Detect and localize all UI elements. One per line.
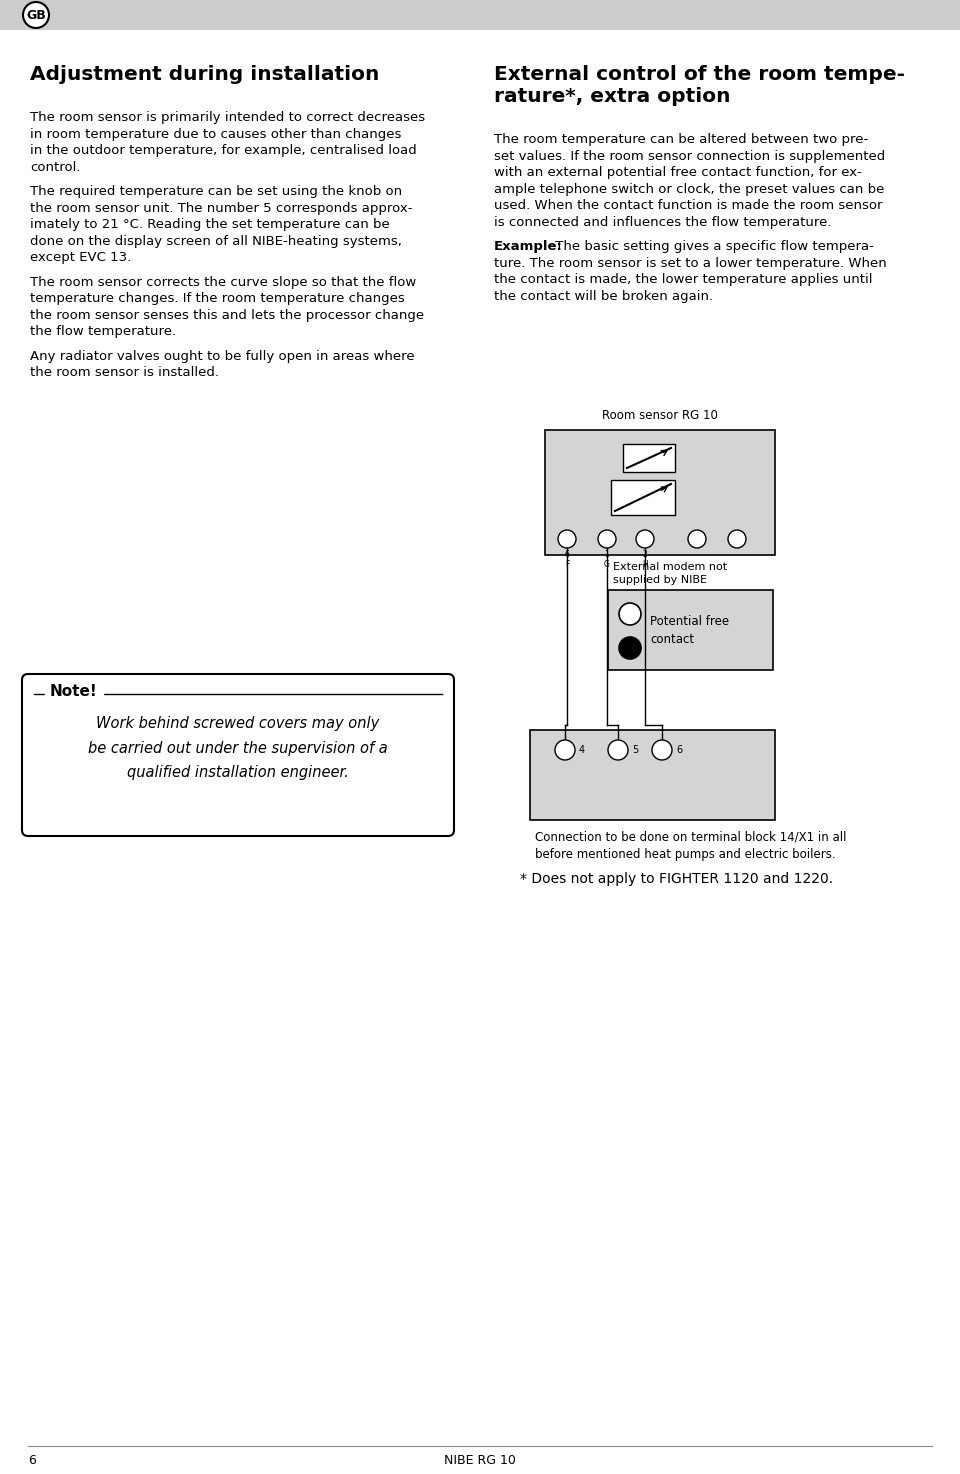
Text: imately to 21 °C. Reading the set temperature can be: imately to 21 °C. Reading the set temper… — [30, 218, 390, 231]
Circle shape — [558, 531, 576, 548]
Text: in room temperature due to causes other than changes: in room temperature due to causes other … — [30, 127, 401, 140]
FancyBboxPatch shape — [22, 674, 454, 836]
Text: External control of the room tempe-
rature*, extra option: External control of the room tempe- ratu… — [494, 65, 905, 106]
Text: is connected and influences the flow temperature.: is connected and influences the flow tem… — [494, 215, 831, 228]
Text: The room sensor corrects the curve slope so that the flow: The room sensor corrects the curve slope… — [30, 276, 417, 289]
Text: with an external potential free contact function, for ex-: with an external potential free contact … — [494, 167, 862, 178]
Text: 6: 6 — [676, 744, 683, 755]
Text: 2
H: 2 H — [642, 550, 648, 569]
Circle shape — [555, 740, 575, 761]
Text: the room sensor unit. The number 5 corresponds approx-: the room sensor unit. The number 5 corre… — [30, 202, 413, 215]
Text: Connection to be done on terminal block 14/X1 in all
before mentioned heat pumps: Connection to be done on terminal block … — [535, 830, 847, 861]
Text: The room sensor is primarily intended to correct decreases: The room sensor is primarily intended to… — [30, 111, 425, 124]
Text: Work behind screwed covers may only
be carried out under the supervision of a
qu: Work behind screwed covers may only be c… — [88, 716, 388, 780]
Circle shape — [619, 637, 641, 659]
Text: 4: 4 — [579, 744, 586, 755]
Bar — [530, 730, 775, 820]
Text: Adjustment during installation: Adjustment during installation — [30, 65, 379, 84]
Text: 6: 6 — [28, 1453, 36, 1467]
Text: Potential free
contact: Potential free contact — [650, 615, 730, 646]
Circle shape — [636, 531, 654, 548]
Text: the room sensor is installed.: the room sensor is installed. — [30, 366, 219, 379]
Circle shape — [652, 740, 672, 761]
Text: Room sensor RG 10: Room sensor RG 10 — [602, 408, 718, 422]
Text: * Does not apply to FIGHTER 1120 and 1220.: * Does not apply to FIGHTER 1120 and 122… — [520, 873, 833, 886]
Text: temperature changes. If the room temperature changes: temperature changes. If the room tempera… — [30, 292, 405, 305]
Text: The required temperature can be set using the knob on: The required temperature can be set usin… — [30, 186, 402, 198]
Circle shape — [728, 531, 746, 548]
Text: External modem not
supplied by NIBE: External modem not supplied by NIBE — [613, 562, 727, 585]
Text: The room temperature can be altered between two pre-: The room temperature can be altered betw… — [494, 133, 868, 146]
Text: the room sensor senses this and lets the processor change: the room sensor senses this and lets the… — [30, 308, 424, 321]
Text: 6
F: 6 F — [564, 550, 569, 569]
Text: 1
G: 1 G — [604, 550, 610, 569]
Text: except EVC 13.: except EVC 13. — [30, 251, 132, 264]
Circle shape — [688, 531, 706, 548]
Circle shape — [598, 531, 616, 548]
Text: Any radiator valves ought to be fully open in areas where: Any radiator valves ought to be fully op… — [30, 349, 415, 363]
Text: control.: control. — [30, 161, 81, 174]
Text: in the outdoor temperature, for example, centralised load: in the outdoor temperature, for example,… — [30, 144, 417, 158]
Text: the flow temperature.: the flow temperature. — [30, 324, 176, 338]
Bar — [0, 0, 960, 29]
Text: NIBE RG 10: NIBE RG 10 — [444, 1453, 516, 1467]
Bar — [545, 430, 775, 556]
Circle shape — [23, 1, 49, 28]
Text: done on the display screen of all NIBE-heating systems,: done on the display screen of all NIBE-h… — [30, 234, 402, 248]
Text: Example:: Example: — [494, 240, 563, 254]
Text: used. When the contact function is made the room sensor: used. When the contact function is made … — [494, 199, 882, 212]
Text: the contact is made, the lower temperature applies until: the contact is made, the lower temperatu… — [494, 273, 873, 286]
Circle shape — [619, 603, 641, 625]
Text: GB: GB — [26, 9, 46, 22]
Text: ture. The room sensor is set to a lower temperature. When: ture. The room sensor is set to a lower … — [494, 256, 887, 270]
Bar — [608, 590, 773, 671]
Text: set values. If the room sensor connection is supplemented: set values. If the room sensor connectio… — [494, 149, 885, 162]
Text: ample telephone switch or clock, the preset values can be: ample telephone switch or clock, the pre… — [494, 183, 884, 196]
Text: 5: 5 — [632, 744, 638, 755]
Circle shape — [608, 740, 628, 761]
Text: the contact will be broken again.: the contact will be broken again. — [494, 289, 713, 302]
Text: Note!: Note! — [50, 684, 98, 699]
Bar — [623, 444, 675, 472]
Bar — [611, 481, 675, 514]
Text: The basic setting gives a specific flow tempera-: The basic setting gives a specific flow … — [551, 240, 874, 254]
